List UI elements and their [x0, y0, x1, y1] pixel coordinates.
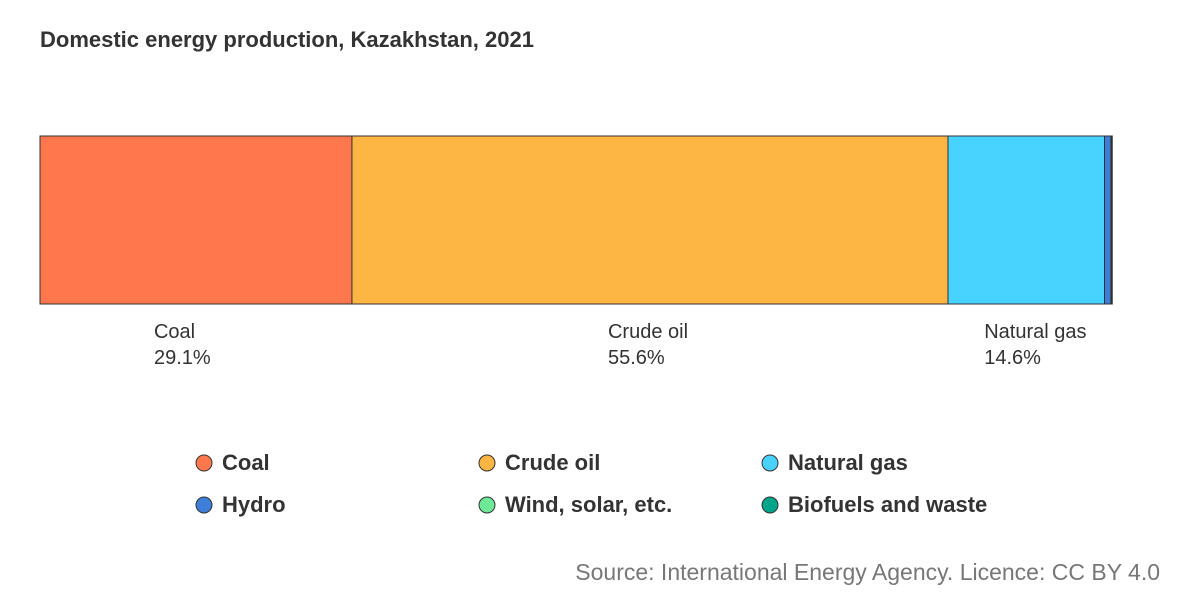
bar-value-label-natural-gas: 14.6%: [984, 347, 1041, 369]
bar-label-crude-oil: Crude oil: [608, 321, 688, 343]
bar-segment-coal: [39, 135, 353, 305]
legend-label-biofuels-and-waste: Biofuels and waste: [788, 492, 987, 517]
bar-segment-biofuels-and-waste: [1110, 135, 1113, 305]
legend-swatch-hydro: [195, 496, 213, 514]
legend-label-hydro: Hydro: [222, 492, 286, 517]
legend-label-natural-gas: Natural gas: [788, 450, 908, 475]
legend-label-crude-oil: Crude oil: [505, 450, 600, 475]
bar-segment-hydro: [1104, 135, 1112, 305]
legend-item-hydro: Hydro: [195, 492, 286, 517]
bar-value-label-crude-oil: 55.6%: [608, 347, 665, 369]
source-note: Source: International Energy Agency. Lic…: [575, 559, 1160, 585]
legend-swatch-crude-oil: [478, 454, 496, 472]
legend-label-wind-solar-etc: Wind, solar, etc.: [505, 492, 672, 517]
bar-value-label-coal: 29.1%: [154, 347, 211, 369]
legend-item-biofuels-and-waste: Biofuels and waste: [761, 492, 987, 517]
chart-title: Domestic energy production, Kazakhstan, …: [40, 27, 534, 52]
legend-item-crude-oil: Crude oil: [478, 450, 600, 475]
legend-label-coal: Coal: [222, 450, 270, 475]
legend: Coal Crude oil Natural gas Hydro Wind, solar…: [195, 450, 987, 517]
bar-segment-crude-oil: [351, 135, 949, 305]
legend-swatch-biofuels-and-waste: [761, 496, 779, 514]
bar-group: [39, 135, 1113, 305]
bar-label-natural-gas: Natural gas: [984, 321, 1086, 343]
legend-item-wind-solar-etc: Wind, solar, etc.: [478, 492, 672, 517]
legend-swatch-coal: [195, 454, 213, 472]
bar-label-group: Coal 29.1% Crude oil 55.6% Natural gas 14.6%: [154, 321, 1087, 369]
legend-swatch-natural-gas: [761, 454, 779, 472]
legend-item-coal: Coal: [195, 450, 270, 475]
legend-swatch-wind-solar-etc: [478, 496, 496, 514]
bar-segment-natural-gas: [947, 135, 1105, 305]
bar-label-coal: Coal: [154, 321, 195, 343]
legend-item-natural-gas: Natural gas: [761, 450, 908, 475]
